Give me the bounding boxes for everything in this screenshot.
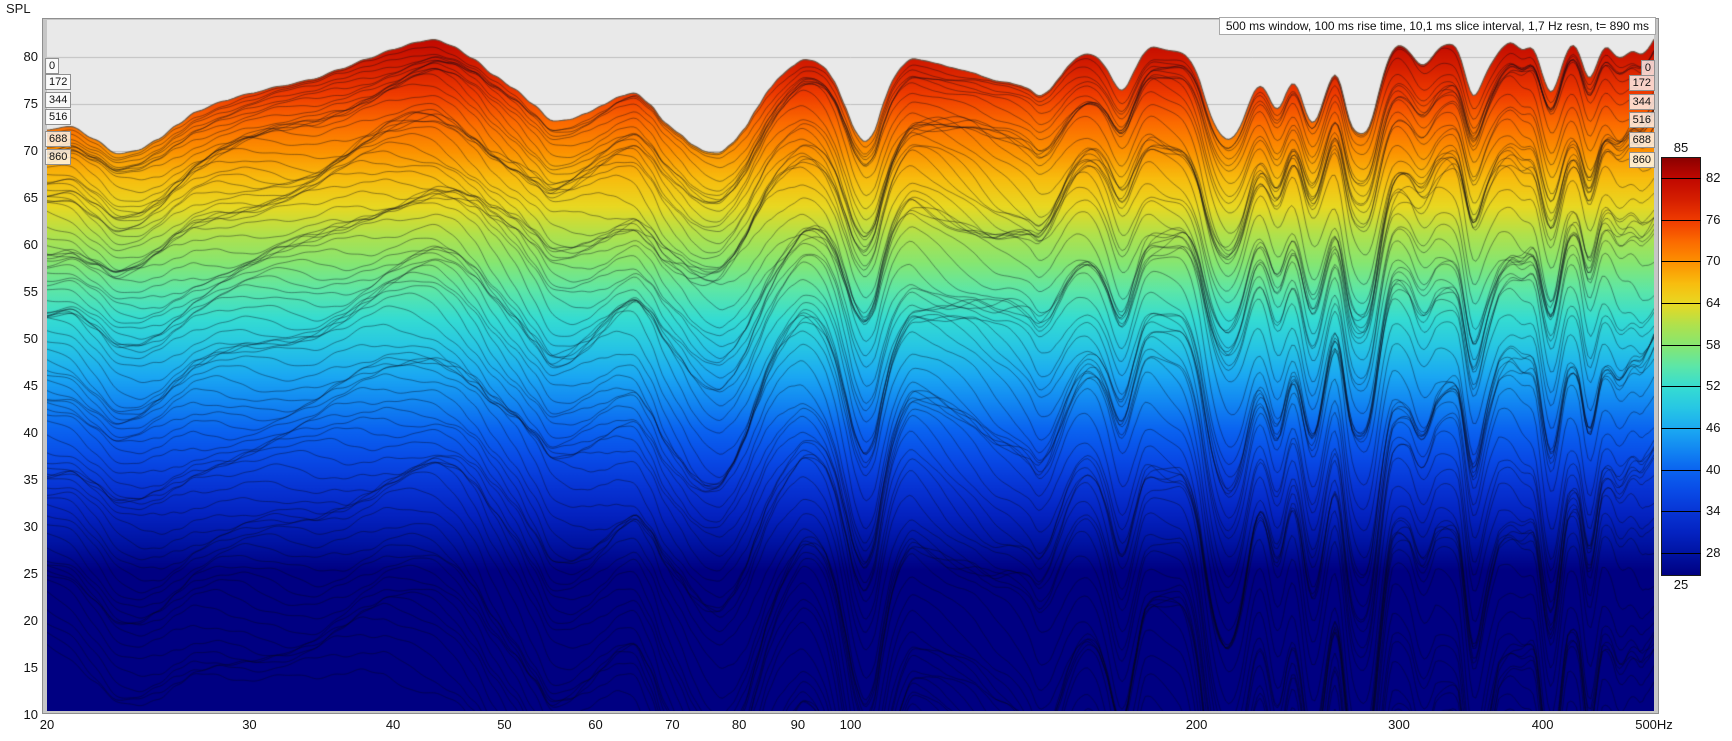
- slice-time-label: 0: [45, 58, 60, 74]
- colorbar-tick-line: [1661, 177, 1701, 179]
- y-tick-label: 40: [23, 425, 38, 440]
- y-tick-label: 25: [23, 566, 38, 581]
- slice-time-label: 860: [45, 149, 72, 165]
- y-tick-label: 20: [23, 613, 38, 628]
- y-tick-label: 65: [23, 190, 38, 205]
- y-tick-label: 10: [23, 707, 38, 722]
- colorbar-tick-line: [1661, 219, 1701, 221]
- slice-time-label: 172: [1628, 75, 1655, 91]
- x-tick-label: 20: [39, 717, 55, 732]
- y-tick-label: 15: [23, 660, 38, 675]
- x-tick-label: 400: [1531, 717, 1554, 732]
- colorbar-tick-label: 28: [1706, 545, 1721, 561]
- x-tick-label: 30: [242, 717, 257, 732]
- colorbar: [1661, 157, 1701, 576]
- colorbar-min-label: 25: [1673, 577, 1689, 592]
- y-tick-label: 30: [23, 519, 38, 534]
- colorbar-tick-label: 40: [1706, 461, 1721, 477]
- slice-time-label: 516: [1628, 112, 1655, 128]
- colorbar-tick-label: 76: [1706, 211, 1721, 227]
- colorbar-tick-label: 52: [1706, 378, 1721, 394]
- slice-time-label: 688: [45, 131, 72, 147]
- y-tick-label: 35: [23, 472, 38, 487]
- x-tick-label: 60: [588, 717, 603, 732]
- x-tick-label: 500Hz: [1635, 717, 1673, 732]
- slice-time-label: 172: [45, 74, 72, 90]
- y-tick-label: 50: [23, 331, 38, 346]
- x-tick-label: 200: [1185, 717, 1208, 732]
- x-tick-label: 80: [731, 717, 747, 732]
- waterfall-plot-surface[interactable]: [47, 20, 1654, 711]
- colorbar-tick-label: 82: [1706, 169, 1721, 185]
- colorbar-tick-label: 64: [1706, 294, 1721, 310]
- colorbar-tick-line: [1661, 302, 1701, 304]
- colorbar-tick-line: [1661, 511, 1701, 513]
- slice-time-label: 516: [45, 109, 72, 125]
- slice-time-label: 344: [45, 92, 72, 108]
- colorbar-tick-line: [1661, 428, 1701, 430]
- slice-time-label: 344: [1628, 94, 1655, 110]
- y-axis-title: SPL: [6, 1, 31, 16]
- y-tick-label: 60: [23, 237, 38, 252]
- y-tick-label: 75: [23, 96, 38, 111]
- slice-time-label: 688: [1628, 132, 1655, 148]
- colorbar-tick-line: [1661, 553, 1701, 555]
- slice-time-label: 860: [1628, 152, 1655, 168]
- colorbar-tick-line: [1661, 386, 1701, 388]
- x-tick-label: 300: [1388, 717, 1410, 732]
- colorbar-tick-line: [1661, 469, 1701, 471]
- colorbar-max-label: 85: [1673, 140, 1689, 155]
- y-tick-label: 45: [23, 378, 38, 393]
- y-tick-label: 80: [23, 49, 38, 64]
- x-tick-label: 50: [497, 717, 512, 732]
- colorbar-tick-label: 46: [1706, 420, 1721, 436]
- colorbar-tick-label: 70: [1706, 253, 1721, 269]
- colorbar-tick-line: [1661, 344, 1701, 346]
- colorbar-tick-line: [1661, 261, 1701, 263]
- colorbar-tick-label: 58: [1706, 336, 1721, 352]
- x-tick-label: 90: [790, 717, 806, 732]
- x-tick-label: 40: [385, 717, 401, 732]
- colorbar-tick-label: 34: [1706, 503, 1721, 519]
- slice-time-label: 0: [1640, 60, 1655, 76]
- y-tick-label: 70: [23, 143, 38, 158]
- y-tick-label: 55: [23, 284, 38, 299]
- x-tick-label: 100: [839, 717, 862, 732]
- measurement-annotation: 500 ms window, 100 ms rise time, 10,1 ms…: [1218, 17, 1656, 35]
- x-tick-label: 70: [665, 717, 680, 732]
